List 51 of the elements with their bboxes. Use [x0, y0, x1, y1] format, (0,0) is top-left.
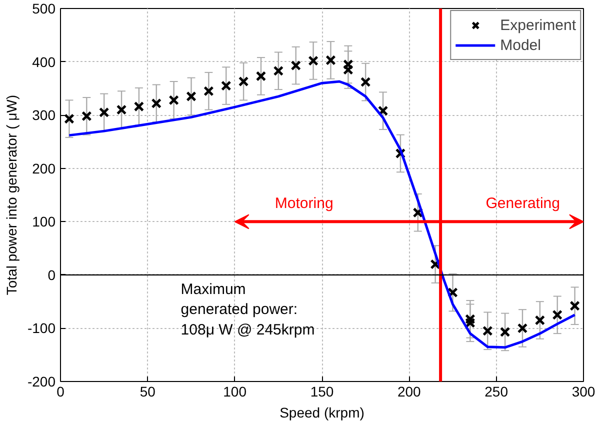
- line-series: [68, 80, 576, 349]
- y-tick-label: 500: [32, 0, 56, 16]
- point: [204, 86, 214, 96]
- point: [482, 326, 493, 336]
- y-axis-title: Total power into generator ( μW): [3, 94, 20, 296]
- point: [326, 55, 336, 66]
- annotation: Motoring: [274, 194, 334, 212]
- point: [64, 114, 74, 124]
- point: [220, 80, 232, 91]
- legend-label: Model: [500, 36, 541, 54]
- point: [465, 318, 476, 328]
- point: [116, 104, 127, 115]
- point: [308, 56, 318, 66]
- x-axis-title: Speed (krpm): [280, 404, 364, 420]
- y-tick-label: 300: [32, 107, 56, 124]
- point: [465, 314, 476, 324]
- x-tick-label: 50: [140, 384, 156, 400]
- point: [343, 59, 354, 70]
- point: [98, 107, 110, 118]
- point: [534, 315, 546, 326]
- point: [82, 111, 92, 122]
- point: [448, 287, 458, 298]
- point: [134, 101, 144, 112]
- point: [273, 66, 284, 76]
- point: [238, 76, 249, 87]
- point: [256, 71, 266, 82]
- annotation: Maximum generated power: 108μ W @ 245krpm: [180, 280, 315, 339]
- point: [168, 95, 179, 106]
- point: [517, 323, 528, 334]
- point: [186, 91, 196, 102]
- y-tick-label: -200: [27, 374, 56, 390]
- y-tick-label: 400: [32, 54, 56, 70]
- legend-label: Experiment: [500, 16, 576, 34]
- x-tick-label: 250: [484, 384, 508, 400]
- annotation: Generating: [486, 194, 560, 212]
- x-tick-label: 100: [223, 384, 247, 400]
- point: [500, 326, 510, 338]
- x-tick-label: 300: [572, 384, 596, 400]
- point: [343, 64, 354, 75]
- x-tick-label: 200: [397, 384, 422, 400]
- point: [151, 98, 162, 108]
- point: [552, 310, 562, 320]
- y-tick-label: 200: [32, 160, 56, 176]
- y-tick-label: -100: [27, 320, 56, 336]
- point: [360, 76, 371, 88]
- point: [570, 300, 580, 311]
- point: [290, 60, 301, 71]
- y-tick-label: 0: [48, 266, 56, 283]
- point: [378, 106, 388, 116]
- y-tick-label: 100: [32, 214, 56, 230]
- x-tick-label: 150: [310, 384, 334, 400]
